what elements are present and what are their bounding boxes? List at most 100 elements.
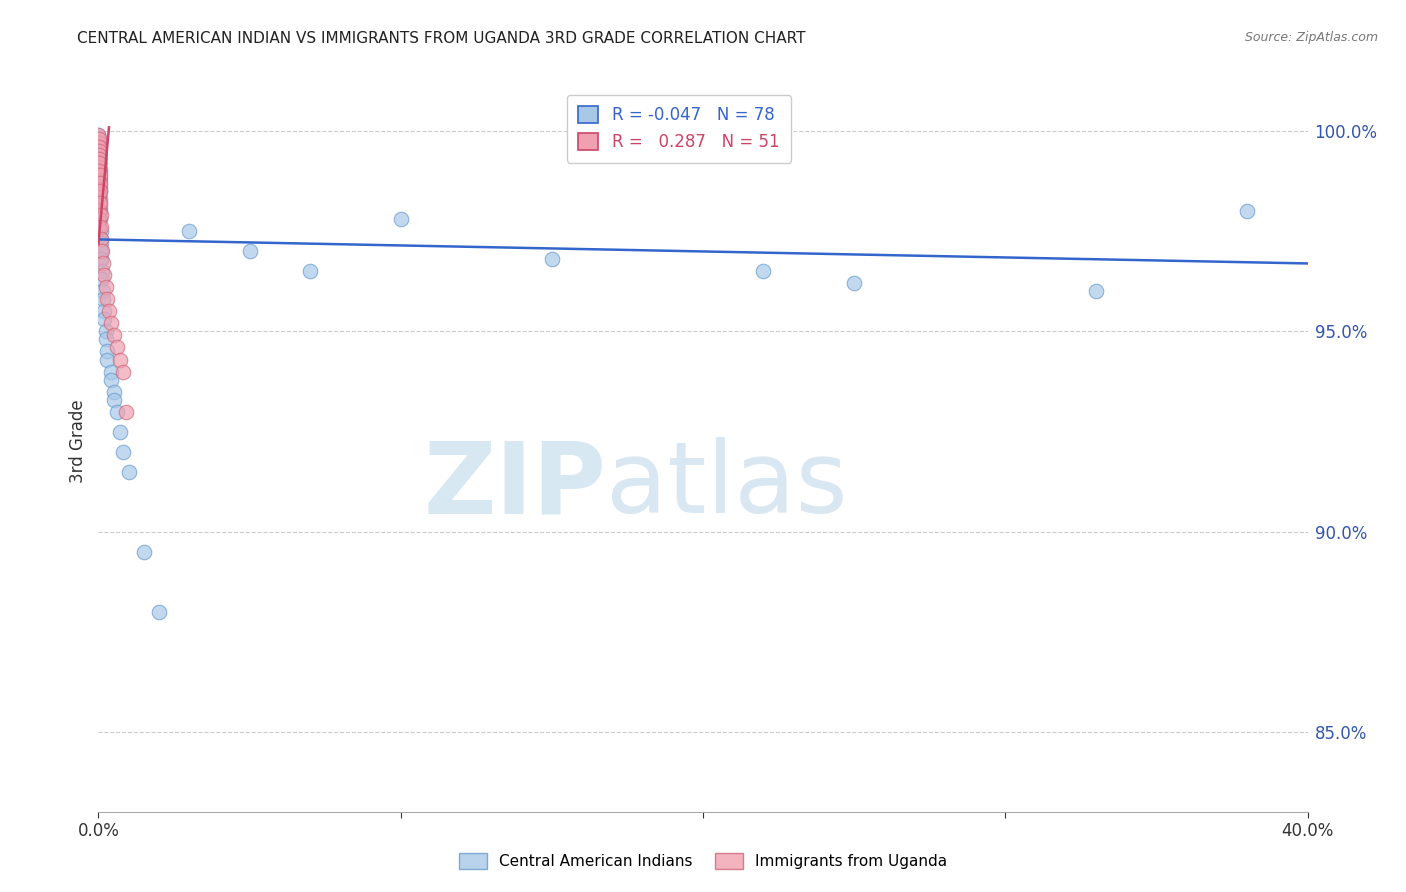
Point	[179, 224, 201, 238]
Point	[93, 304, 115, 318]
Point	[87, 156, 110, 170]
Point	[89, 196, 111, 211]
Text: Source: ZipAtlas.com: Source: ZipAtlas.com	[1244, 31, 1378, 45]
Point	[87, 140, 110, 154]
Point	[87, 204, 110, 219]
Point	[239, 244, 262, 259]
Point	[100, 364, 122, 378]
Point	[100, 317, 122, 331]
Point	[89, 164, 111, 178]
Point	[87, 156, 110, 170]
Point	[87, 145, 110, 159]
Point	[87, 132, 110, 146]
Point	[752, 264, 775, 278]
Point	[1085, 285, 1108, 299]
Point	[91, 285, 114, 299]
Legend: R = -0.047   N = 78, R =   0.287   N = 51: R = -0.047 N = 78, R = 0.287 N = 51	[567, 95, 792, 162]
Point	[87, 148, 110, 162]
Point	[96, 344, 118, 359]
Point	[90, 232, 112, 246]
Point	[91, 264, 114, 278]
Legend: Central American Indians, Immigrants from Uganda: Central American Indians, Immigrants fro…	[453, 847, 953, 875]
Point	[87, 212, 110, 227]
Point	[87, 169, 110, 183]
Point	[89, 161, 111, 175]
Point	[89, 161, 111, 175]
Point	[89, 164, 111, 178]
Point	[87, 172, 110, 186]
Point	[87, 196, 110, 211]
Point	[87, 145, 110, 159]
Point	[91, 272, 114, 286]
Point	[87, 136, 110, 151]
Point	[87, 148, 110, 162]
Point	[87, 164, 110, 178]
Point	[87, 161, 110, 175]
Point	[89, 177, 111, 191]
Point	[87, 164, 110, 178]
Point	[91, 293, 114, 307]
Point	[89, 156, 111, 170]
Point	[540, 252, 562, 267]
Point	[89, 172, 111, 186]
Point	[87, 180, 110, 194]
Point	[105, 341, 128, 355]
Point	[89, 164, 111, 178]
Point	[87, 140, 110, 154]
Point	[89, 169, 111, 183]
Point	[87, 180, 110, 194]
Point	[89, 153, 111, 167]
Point	[87, 188, 110, 202]
Point	[87, 156, 110, 170]
Point	[87, 204, 110, 219]
Point	[148, 605, 170, 619]
Point	[108, 425, 131, 439]
Point	[87, 140, 110, 154]
Text: CENTRAL AMERICAN INDIAN VS IMMIGRANTS FROM UGANDA 3RD GRADE CORRELATION CHART: CENTRAL AMERICAN INDIAN VS IMMIGRANTS FR…	[77, 31, 806, 46]
Point	[96, 352, 118, 367]
Point	[93, 268, 115, 283]
Point	[87, 128, 110, 143]
Point	[87, 145, 110, 159]
Point	[87, 161, 110, 175]
Point	[90, 244, 112, 259]
Point	[87, 169, 110, 183]
Point	[87, 185, 110, 199]
Point	[89, 204, 111, 219]
Point	[94, 333, 117, 347]
Point	[87, 148, 110, 162]
Point	[103, 392, 125, 407]
Point	[87, 164, 110, 178]
Point	[87, 220, 110, 235]
Point	[89, 156, 111, 170]
Point	[87, 148, 110, 162]
Point	[111, 364, 134, 378]
Point	[89, 180, 111, 194]
Point	[89, 169, 111, 183]
Point	[89, 153, 111, 167]
Point	[94, 325, 117, 339]
Point	[98, 304, 121, 318]
Point	[87, 172, 110, 186]
Point	[90, 209, 112, 223]
Point	[87, 153, 110, 167]
Text: ZIP: ZIP	[423, 437, 606, 534]
Point	[89, 193, 111, 207]
Point	[105, 404, 128, 418]
Point	[103, 328, 125, 343]
Point	[87, 196, 110, 211]
Point	[87, 153, 110, 167]
Point	[87, 140, 110, 154]
Point	[100, 372, 122, 386]
Point	[1236, 204, 1258, 219]
Point	[87, 156, 110, 170]
Point	[87, 188, 110, 202]
Point	[87, 177, 110, 191]
Text: atlas: atlas	[606, 437, 848, 534]
Point	[91, 244, 114, 259]
Point	[89, 212, 111, 227]
Point	[87, 172, 110, 186]
Point	[90, 252, 112, 267]
Point	[87, 136, 110, 151]
Point	[94, 280, 117, 294]
